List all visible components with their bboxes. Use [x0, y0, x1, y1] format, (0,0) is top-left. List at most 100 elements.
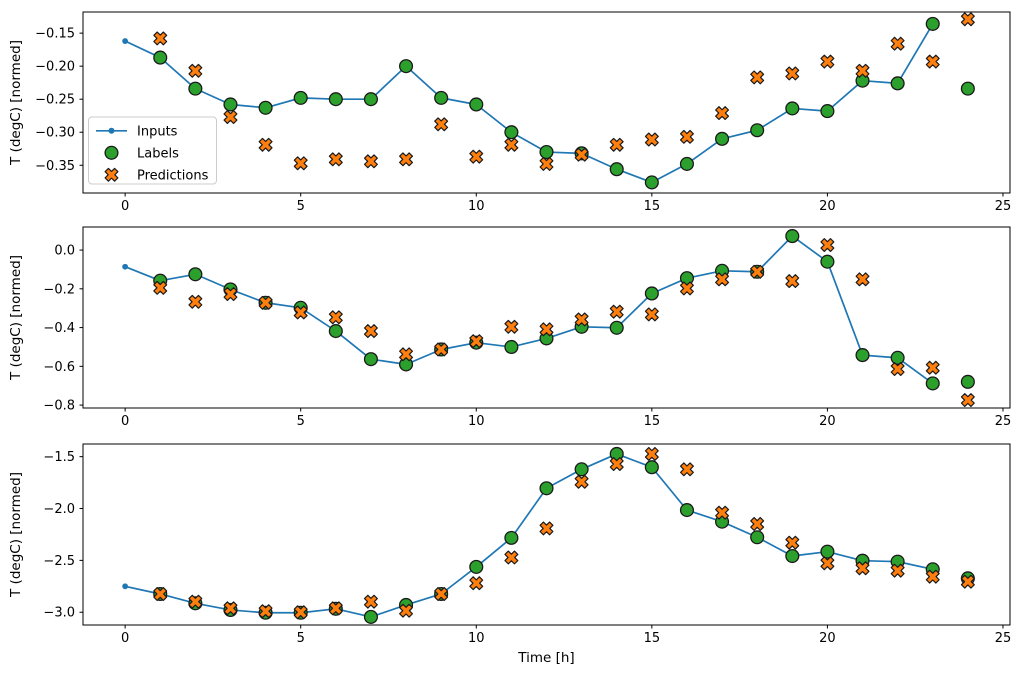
label-circle-marker [363, 92, 378, 107]
y-axis-ticks: −1.5 −2.0 −2.5 −3.0 [43, 450, 83, 621]
prediction-x-marker [188, 63, 203, 78]
prediction-x-marker [890, 362, 905, 377]
prediction-x-marker [223, 110, 238, 125]
labels-series [153, 16, 975, 190]
prediction-x-marker [539, 322, 554, 337]
prediction-x-marker [715, 106, 730, 121]
prediction-x-marker [153, 280, 168, 295]
prediction-x-marker [188, 294, 203, 309]
label-circle-marker [644, 175, 659, 190]
prediction-x-marker [679, 462, 694, 477]
x-tick-label: 25 [995, 199, 1012, 214]
prediction-x-marker [925, 54, 940, 69]
prediction-x-marker [750, 264, 765, 279]
x-tick-label: 10 [468, 414, 485, 429]
prediction-x-marker [855, 272, 870, 287]
label-circle-marker [785, 229, 800, 244]
prediction-x-marker [609, 137, 624, 152]
prediction-x-marker [434, 117, 449, 132]
label-circle-marker [153, 50, 168, 65]
prediction-x-marker [469, 334, 484, 349]
legend-entry-labels: Labels [104, 145, 179, 161]
prediction-x-marker [504, 550, 519, 565]
label-circle-marker [644, 460, 659, 475]
prediction-x-marker [328, 152, 343, 167]
prediction-x-marker [960, 574, 975, 589]
prediction-x-marker [785, 66, 800, 81]
prediction-x-marker [609, 457, 624, 472]
x-tick-label: 0 [121, 414, 129, 429]
label-circle-marker [960, 374, 975, 389]
x-tick-label: 15 [644, 199, 661, 214]
prediction-x-marker [188, 594, 203, 609]
label-circle-marker [820, 104, 835, 119]
label-circle-marker [574, 462, 589, 477]
y-axis-ticks: 0.0 −0.2 −0.4 −0.6 −0.8 [43, 244, 83, 414]
x-tick-label: 5 [297, 199, 305, 214]
prediction-x-marker [469, 576, 484, 591]
label-circle-marker [398, 59, 414, 74]
prediction-x-marker [469, 149, 484, 164]
y-tick-label: −2.0 [43, 502, 75, 517]
label-circle-marker [679, 503, 694, 518]
x-tick-label: 20 [819, 199, 836, 214]
prediction-x-marker [890, 563, 905, 578]
prediction-x-marker [434, 586, 449, 601]
y-tick-label: −0.8 [43, 399, 75, 414]
y-tick-label: −0.6 [43, 360, 75, 375]
prediction-x-marker [750, 70, 765, 85]
prediction-x-marker [574, 147, 589, 162]
prediction-x-marker [679, 129, 694, 144]
label-circle-marker [750, 123, 765, 138]
prediction-x-marker [574, 312, 589, 327]
prediction-x-marker [609, 304, 624, 319]
prediction-x-marker [363, 324, 378, 339]
x-axis-ticks: 0 5 10 15 20 25 [121, 408, 1011, 429]
legend-entry-inputs: Inputs [96, 124, 178, 139]
label-circle-marker [469, 97, 484, 112]
y-axis-ticks: −0.15 −0.20 −0.25 −0.30 −0.35 [35, 27, 83, 174]
label-circle-marker [469, 559, 484, 574]
prediction-x-marker [434, 342, 449, 357]
x-axis-label: Time [h] [517, 650, 574, 666]
label-circle-marker [609, 320, 624, 335]
label-circle-marker [328, 92, 343, 107]
x-tick-label: 10 [468, 199, 485, 214]
prediction-x-marker [820, 556, 835, 571]
legend-box [88, 116, 217, 185]
prediction-x-marker [104, 167, 119, 182]
prediction-x-marker [644, 132, 659, 147]
prediction-x-marker [223, 287, 238, 302]
x-axis-ticks: 0 5 10 15 20 25 [121, 625, 1011, 646]
legend-label: Predictions [137, 168, 209, 183]
x-tick-label: 20 [819, 631, 836, 646]
x-tick-label: 15 [644, 414, 661, 429]
prediction-x-marker [750, 516, 765, 531]
label-circle-marker [539, 481, 554, 496]
prediction-x-marker [363, 594, 378, 609]
label-circle-marker [960, 81, 975, 96]
prediction-x-marker [644, 307, 659, 322]
label-circle-marker [223, 97, 238, 112]
prediction-x-marker [293, 156, 308, 171]
label-circle-marker [258, 100, 273, 115]
y-tick-label: −0.20 [35, 60, 75, 75]
legend-circle-icon [104, 145, 119, 160]
x-tick-label: 10 [468, 631, 485, 646]
axes-frame [82, 443, 1011, 626]
input-dot-marker [122, 263, 129, 270]
label-circle-marker [504, 125, 519, 140]
y-tick-label: −0.2 [43, 282, 75, 297]
prediction-x-marker [785, 274, 800, 289]
y-axis-label: T (degC) [normed] [8, 255, 24, 381]
prediction-x-marker [258, 295, 273, 310]
label-circle-marker [785, 101, 800, 116]
y-axis-label: T (degC) [normed] [8, 472, 24, 598]
prediction-x-marker [960, 12, 975, 27]
axes-frame [82, 226, 1011, 409]
prediction-x-marker [293, 605, 308, 620]
y-tick-label: −3.0 [43, 606, 75, 621]
prediction-x-marker [399, 347, 414, 362]
